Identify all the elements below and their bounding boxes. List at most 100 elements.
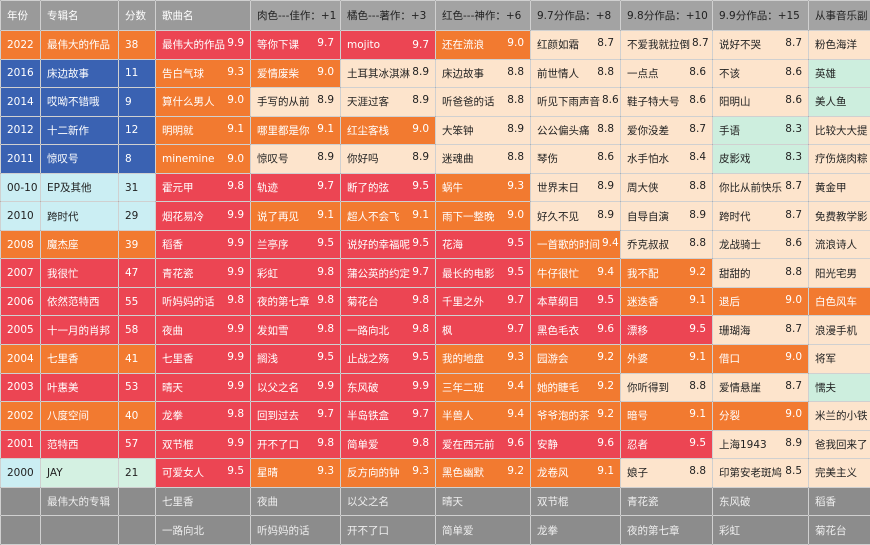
song-cell[interactable]: 将军 xyxy=(809,345,870,374)
song-cell[interactable]: 免费教学影 xyxy=(809,202,870,231)
album-score[interactable]: 57 xyxy=(119,430,156,459)
album-score[interactable]: 55 xyxy=(119,287,156,316)
song-cell[interactable]: 阳光宅男 xyxy=(809,259,870,288)
album-album[interactable]: JAY xyxy=(41,459,119,488)
footer-cell[interactable]: 开不了口 xyxy=(341,516,436,545)
song-cell[interactable]: 白色风车 xyxy=(809,287,870,316)
album-score[interactable]: 31 xyxy=(119,173,156,202)
song-cell[interactable]: 美人鱼 xyxy=(809,88,870,117)
column-header[interactable]: 橘色---著作：+3 xyxy=(341,1,436,31)
album-year[interactable]: 2008 xyxy=(1,230,41,259)
album-year[interactable]: 2000 xyxy=(1,459,41,488)
album-year[interactable]: 2016 xyxy=(1,59,41,88)
footer-cell[interactable]: 一路向北 xyxy=(156,516,251,545)
column-header[interactable]: 9.8分作品：+10 xyxy=(621,1,713,31)
footer-cell[interactable]: 晴天 xyxy=(436,487,531,516)
album-year[interactable]: 00-10 xyxy=(1,173,41,202)
album-year[interactable]: 2001 xyxy=(1,430,41,459)
song-cell[interactable]: 懦夫 xyxy=(809,373,870,402)
footer-cell[interactable] xyxy=(1,516,41,545)
album-year[interactable]: 2007 xyxy=(1,259,41,288)
album-score[interactable]: 11 xyxy=(119,59,156,88)
column-header[interactable]: 年份 xyxy=(1,1,41,31)
column-header[interactable]: 9.9分作品：+15 xyxy=(713,1,809,31)
song-cell[interactable]: 比较大大提 xyxy=(809,116,870,145)
song-cell[interactable]: 完美主义 xyxy=(809,459,870,488)
footer-cell[interactable]: 七里香 xyxy=(156,487,251,516)
footer-cell[interactable]: 简单爱 xyxy=(436,516,531,545)
song-cell[interactable]: 米兰的小铁 xyxy=(809,402,870,431)
footer-cell[interactable]: 听妈妈的话 xyxy=(251,516,341,545)
album-year[interactable]: 2014 xyxy=(1,88,41,117)
album-year[interactable]: 2002 xyxy=(1,402,41,431)
album-album[interactable]: 十二新作 xyxy=(41,116,119,145)
song-cell[interactable]: 流浪诗人 xyxy=(809,230,870,259)
album-score[interactable]: 58 xyxy=(119,316,156,345)
column-header[interactable]: 分数 xyxy=(119,1,156,31)
album-album[interactable]: 魔杰座 xyxy=(41,230,119,259)
album-year[interactable]: 2010 xyxy=(1,202,41,231)
album-year[interactable]: 2005 xyxy=(1,316,41,345)
album-album[interactable]: 跨时代 xyxy=(41,202,119,231)
album-year[interactable]: 2011 xyxy=(1,145,41,174)
album-album[interactable]: 八度空间 xyxy=(41,402,119,431)
album-album[interactable]: 最伟大的作品 xyxy=(41,31,119,60)
album-album[interactable]: 我很忙 xyxy=(41,259,119,288)
footer-cell[interactable]: 稻香 xyxy=(809,487,870,516)
